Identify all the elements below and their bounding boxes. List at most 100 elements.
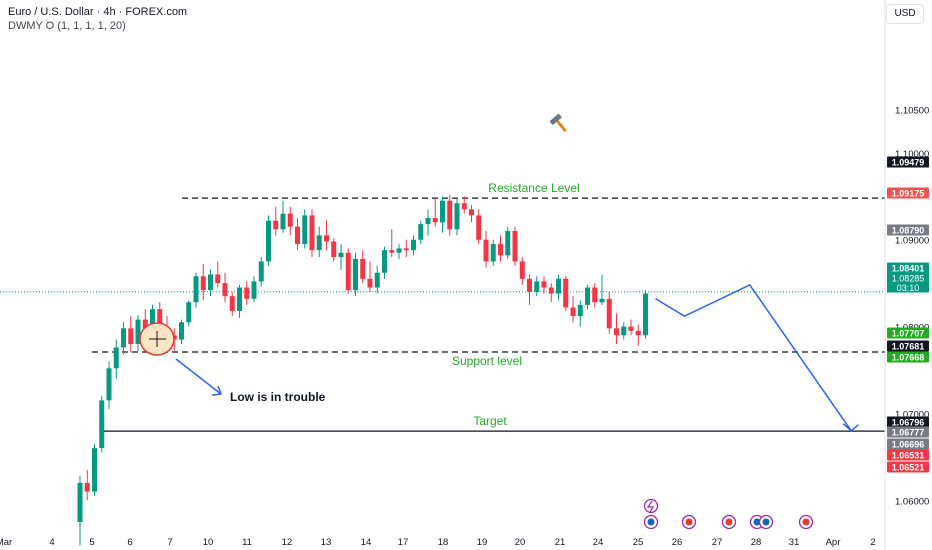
event-icon[interactable]: [798, 514, 814, 530]
candle-body[interactable]: [563, 278, 569, 308]
price-tag[interactable]: 1.07681: [887, 340, 929, 352]
candle-body[interactable]: [92, 448, 97, 492]
candle-body[interactable]: [389, 250, 395, 253]
candle-body[interactable]: [498, 244, 503, 256]
price-tag[interactable]: 1.09175: [887, 187, 929, 199]
lightning-icon[interactable]: [643, 498, 659, 514]
candle-body[interactable]: [425, 218, 431, 225]
candle-body[interactable]: [258, 261, 264, 282]
candle-body[interactable]: [280, 213, 286, 230]
price-tag[interactable]: 1.06531: [887, 449, 929, 461]
candle-body[interactable]: [476, 215, 482, 240]
candle-body[interactable]: [237, 287, 242, 311]
candle-body[interactable]: [635, 330, 641, 336]
event-icon[interactable]: [681, 514, 697, 530]
candle-body[interactable]: [316, 235, 322, 251]
candle-body[interactable]: [643, 293, 648, 336]
candle-body[interactable]: [483, 239, 489, 262]
candle-body[interactable]: [469, 209, 474, 216]
candle-body[interactable]: [135, 319, 141, 344]
candle-body[interactable]: [541, 281, 547, 288]
candle-body[interactable]: [556, 278, 561, 294]
candle-body[interactable]: [287, 213, 293, 227]
candle-body[interactable]: [338, 252, 344, 258]
candle-body[interactable]: [193, 276, 199, 303]
candle-body[interactable]: [432, 218, 438, 223]
candle-body[interactable]: [505, 231, 511, 256]
candle-body[interactable]: [599, 298, 605, 303]
candle-body[interactable]: [592, 287, 598, 303]
event-icon[interactable]: [758, 514, 774, 530]
candle-body[interactable]: [614, 328, 619, 336]
candle-body[interactable]: [295, 226, 300, 245]
candle-body[interactable]: [382, 250, 387, 273]
candle-body[interactable]: [512, 231, 518, 262]
candle-body[interactable]: [345, 252, 351, 291]
candle-body[interactable]: [157, 309, 163, 327]
candle-body[interactable]: [360, 258, 366, 279]
candle-body[interactable]: [418, 224, 424, 240]
time-axis[interactable]: Mar 4 5 6 7 10 11 12 13 14 17 18 19 20 21 24 25 26 27 28 31 A…: [0, 537, 876, 548]
candle-body[interactable]: [534, 281, 540, 292]
price-tag[interactable]: 1.07668: [887, 351, 929, 363]
candle-body[interactable]: [222, 283, 228, 297]
price-tag[interactable]: 1.06521: [887, 461, 929, 473]
candle-body[interactable]: [527, 278, 532, 292]
candle-body[interactable]: [324, 235, 329, 242]
candle-body[interactable]: [179, 322, 184, 340]
candle-body[interactable]: [606, 298, 612, 329]
candle-body[interactable]: [353, 258, 358, 291]
candle-body[interactable]: [77, 482, 83, 522]
price-tag[interactable]: 1.06796: [887, 416, 929, 428]
candles[interactable]: [77, 194, 649, 546]
candle-body[interactable]: [142, 319, 148, 329]
candle-body[interactable]: [150, 309, 155, 329]
candle-body[interactable]: [113, 347, 119, 369]
event-icon[interactable]: [643, 514, 659, 530]
price-tag[interactable]: 1.06696: [887, 438, 929, 450]
candle-body[interactable]: [331, 241, 337, 258]
candle-body[interactable]: [84, 482, 90, 492]
candle-body[interactable]: [490, 244, 496, 262]
candle-body[interactable]: [215, 274, 221, 284]
candle-body[interactable]: [585, 287, 590, 305]
candle-body[interactable]: [229, 296, 235, 311]
candle-body[interactable]: [367, 278, 373, 288]
candle-body[interactable]: [200, 276, 206, 291]
candle-body[interactable]: [128, 328, 134, 344]
candle-body[interactable]: [309, 215, 315, 251]
candle-body[interactable]: [99, 400, 105, 449]
candle-body[interactable]: [302, 215, 308, 245]
candle-body[interactable]: [374, 272, 380, 288]
candle-body[interactable]: [106, 368, 112, 401]
candle-body[interactable]: [121, 328, 126, 348]
price-tag[interactable]: 1.08790: [887, 224, 929, 236]
candle-body[interactable]: [519, 261, 525, 279]
candle-body[interactable]: [396, 248, 402, 253]
candle-body[interactable]: [208, 274, 213, 291]
price-axis[interactable]: 1.105001.100001.090001.085001.080001.070…: [884, 0, 929, 550]
candle-body[interactable]: [461, 203, 467, 210]
candle-body[interactable]: [411, 239, 416, 251]
candle-body[interactable]: [244, 287, 250, 299]
candle-body[interactable]: [447, 200, 453, 230]
candle-body[interactable]: [570, 307, 576, 317]
candle-body[interactable]: [628, 326, 634, 331]
price-tag[interactable]: 1.06777: [887, 426, 929, 438]
price-tag[interactable]: 1.09479: [887, 156, 929, 168]
candle-body[interactable]: [577, 304, 583, 317]
price-tag[interactable]: 1.07707: [887, 327, 929, 339]
candle-body[interactable]: [440, 200, 445, 223]
candle-body[interactable]: [273, 220, 279, 230]
candle-body[interactable]: [454, 203, 460, 230]
candle-body[interactable]: [403, 248, 409, 251]
candle-body[interactable]: [621, 326, 627, 336]
currency-button[interactable]: USD: [886, 4, 924, 24]
candle-body[interactable]: [266, 220, 271, 262]
economic-events[interactable]: [643, 498, 814, 530]
candle-body[interactable]: [251, 281, 257, 299]
candle-body[interactable]: [186, 302, 192, 323]
candle-body[interactable]: [548, 287, 554, 294]
